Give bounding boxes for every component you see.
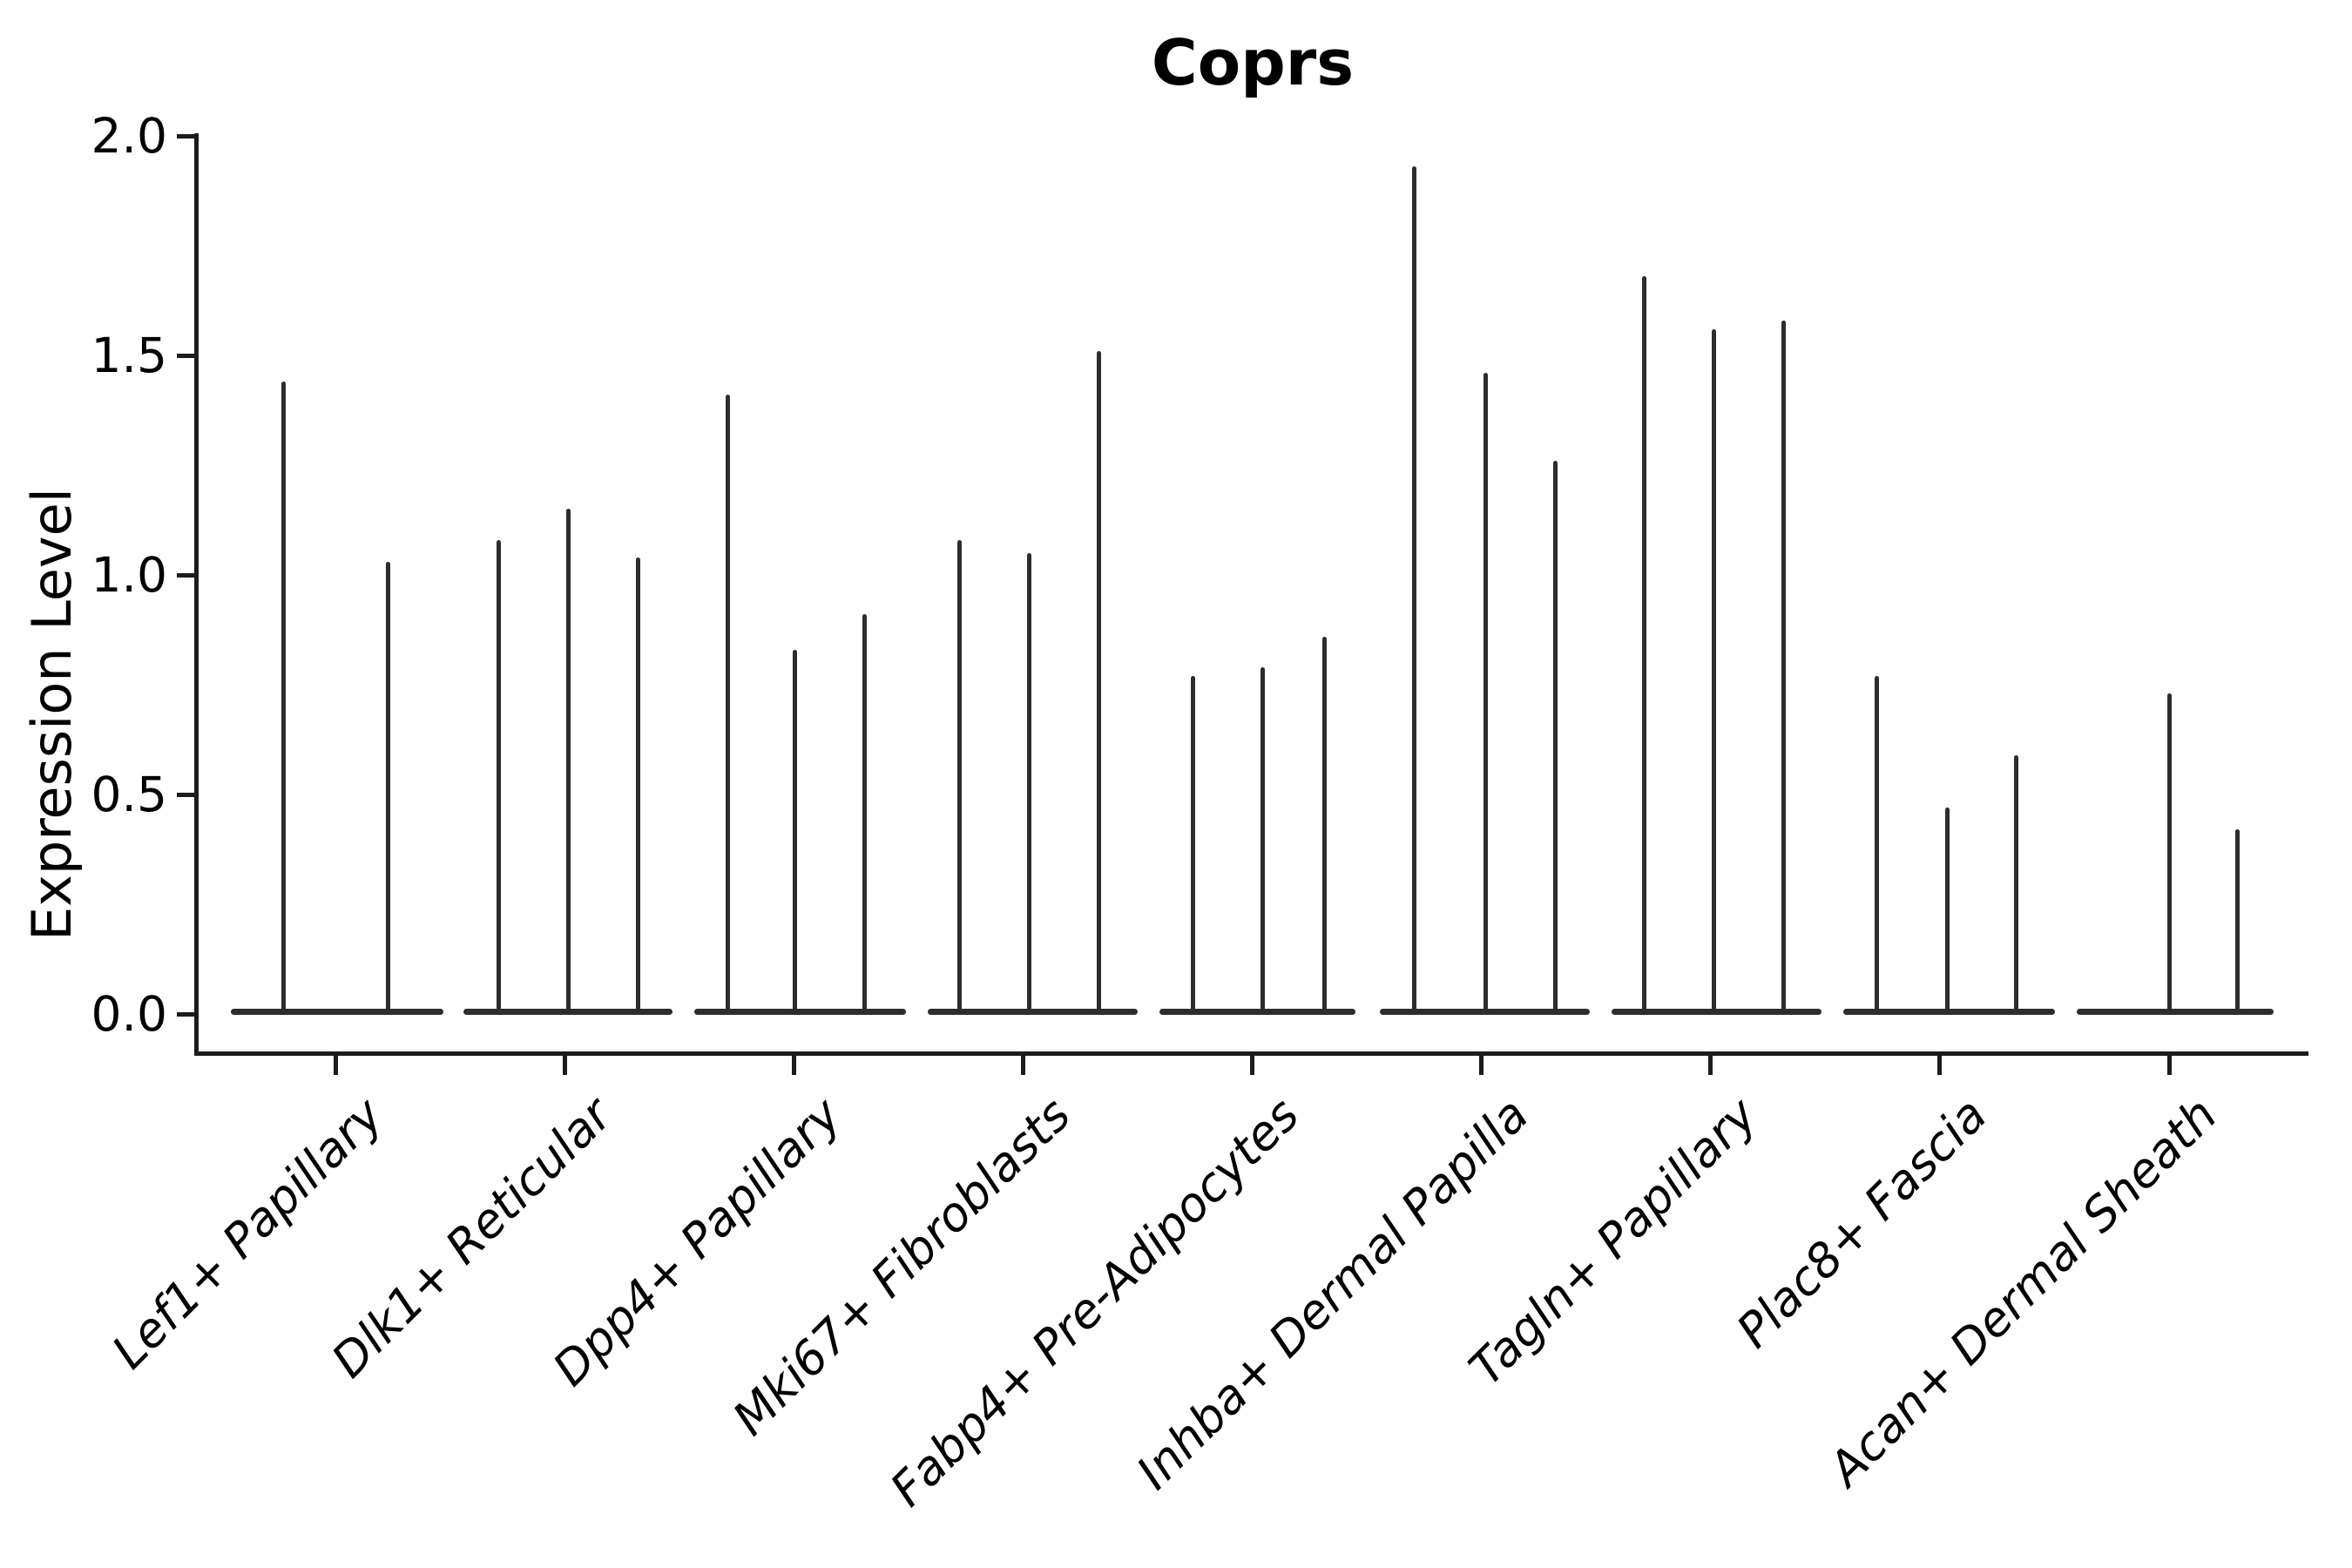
violin-spike	[1190, 675, 1195, 1015]
x-tick-mark	[562, 1056, 567, 1075]
violin-spike	[280, 382, 286, 1015]
violin-base-8	[2077, 1009, 2274, 1015]
y-tick-mark	[177, 133, 196, 139]
x-tick-mark	[1707, 1056, 1713, 1075]
violin-spike	[956, 539, 962, 1015]
y-tick-label: 1.0	[91, 547, 167, 603]
x-tick-mark	[1478, 1056, 1484, 1075]
x-tick-label: Fabp4+ Pre-Adipocytes	[880, 1087, 1310, 1517]
x-tick-mark	[791, 1056, 796, 1075]
y-tick-mark	[177, 1011, 196, 1017]
x-tick-mark	[333, 1056, 338, 1075]
violin-spike	[1483, 373, 1488, 1015]
violin-spike	[1321, 636, 1327, 1015]
x-tick-mark	[1936, 1056, 1942, 1075]
y-tick-mark	[177, 353, 196, 358]
violin-spike	[496, 539, 501, 1015]
y-tick-label: 2.0	[91, 108, 167, 164]
y-tick-label: 1.5	[91, 328, 167, 383]
violin-spike	[862, 614, 867, 1015]
y-tick-label: 0.5	[91, 767, 167, 822]
violin-spike	[725, 395, 730, 1015]
violin-spike	[385, 561, 390, 1015]
violin-spike	[1096, 350, 1101, 1015]
violin-base-3	[928, 1009, 1138, 1015]
violin-spike	[635, 557, 640, 1015]
violin-base-0	[231, 1009, 443, 1015]
violin-spike	[2166, 693, 2172, 1015]
violin-base-7	[1843, 1009, 2055, 1015]
violin-spike	[1874, 675, 1879, 1015]
violin-spike	[2234, 829, 2240, 1015]
violin-spike	[1781, 320, 1786, 1015]
y-tick-mark	[177, 792, 196, 797]
x-axis-spine	[194, 1051, 2308, 1056]
y-axis-spine	[194, 133, 199, 1056]
y-tick-label: 0.0	[91, 986, 167, 1042]
x-tick-label: Plac8+ Fascia	[1726, 1087, 1997, 1359]
violin-spike	[1944, 808, 1950, 1015]
violin-base-2	[694, 1009, 906, 1015]
x-tick-label: Acan+ Dermal Sheath	[1817, 1087, 2227, 1497]
violin-spike	[565, 509, 571, 1015]
x-tick-mark	[2166, 1056, 2172, 1075]
violin-spike	[792, 649, 797, 1015]
y-tick-mark	[177, 572, 196, 578]
violin-spike	[1411, 166, 1416, 1015]
violin-spike	[1260, 666, 1265, 1015]
violin-spike	[1552, 460, 1558, 1015]
x-tick-label: Inhba+ Dermal Papilla	[1125, 1087, 1539, 1500]
violin-spike	[2013, 754, 2018, 1015]
violin-base-6	[1612, 1009, 1821, 1015]
violin-base-4	[1159, 1009, 1355, 1015]
violin-spike	[1711, 328, 1716, 1015]
x-tick-mark	[1249, 1056, 1254, 1075]
violin-spike	[1026, 552, 1031, 1015]
chart-title: Coprs	[1151, 26, 1355, 99]
violin-spike	[1641, 276, 1646, 1015]
x-tick-mark	[1020, 1056, 1025, 1075]
